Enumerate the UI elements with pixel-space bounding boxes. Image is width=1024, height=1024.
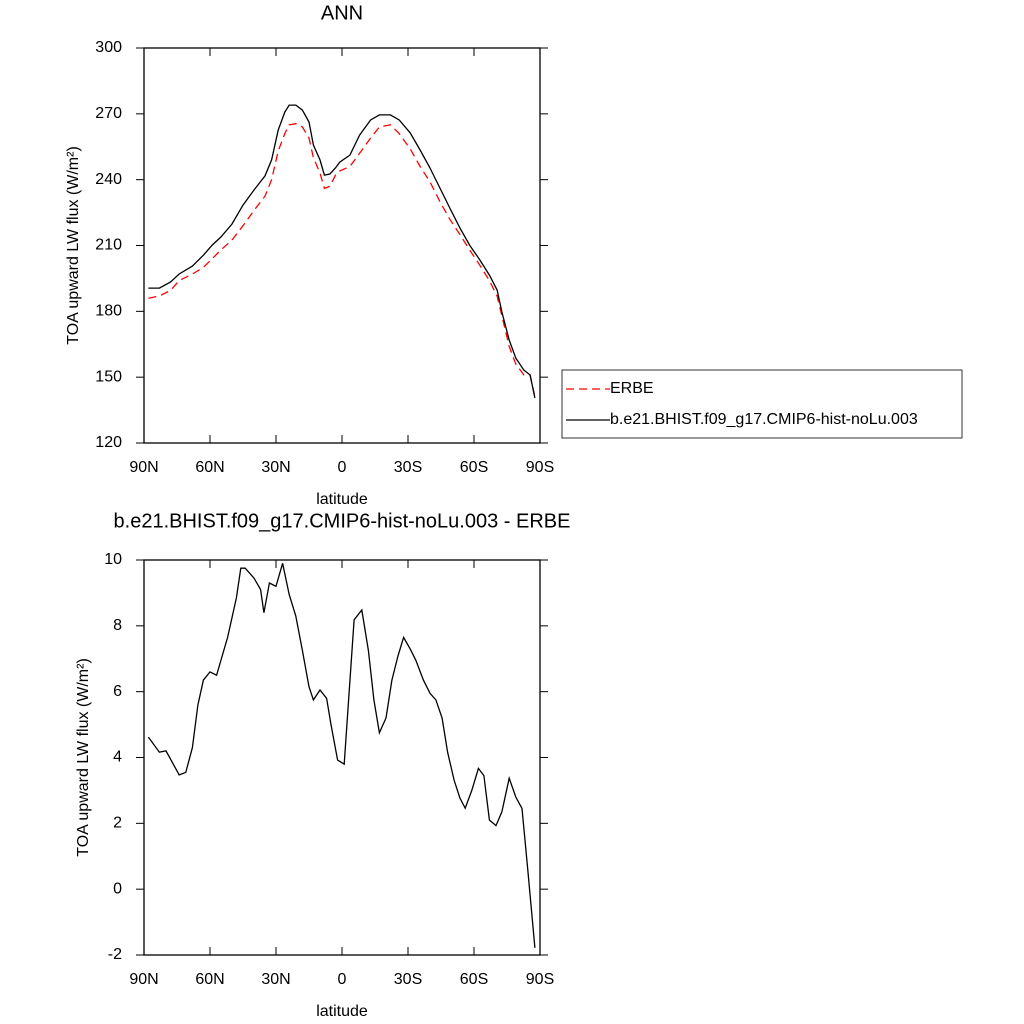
x-tick-label: 30N	[261, 459, 290, 476]
y-tick-label: 150	[95, 368, 122, 385]
legend-box	[561, 369, 963, 439]
plot-frame	[143, 47, 541, 444]
x-tick-label: 60S	[460, 459, 488, 476]
y-tick-label: 120	[95, 434, 122, 451]
y-tick-label: 210	[95, 237, 122, 254]
x-tick-label: 30S	[394, 971, 422, 988]
y-tick-label: 10	[104, 551, 122, 568]
y-tick-label: 4	[113, 749, 122, 766]
x-tick-label: 30S	[394, 459, 422, 476]
y-tick-label: -2	[108, 946, 122, 963]
y-axis-label: TOA upward LW flux (W/m²)	[75, 658, 92, 857]
data-line	[148, 104, 536, 399]
x-tick-label: 90N	[129, 971, 158, 988]
x-tick-label: 60S	[460, 971, 488, 988]
x-tick-label: 90S	[526, 971, 554, 988]
y-tick-label: 0	[113, 880, 122, 897]
plot-frame	[143, 559, 541, 956]
legend-label: ERBE	[610, 380, 654, 397]
y-tick-label: 8	[113, 617, 122, 634]
x-tick-label: 0	[338, 459, 347, 476]
x-tick-label: 60N	[195, 971, 224, 988]
y-tick-label: 6	[113, 683, 122, 700]
x-tick-label: 0	[338, 971, 347, 988]
chart-title: b.e21.BHIST.f09_g17.CMIP6-hist-noLu.003 …	[114, 510, 571, 532]
data-line	[147, 563, 536, 948]
y-tick-label: 240	[95, 171, 122, 188]
y-tick-label: 270	[95, 105, 122, 122]
chart-title: ANN	[321, 2, 363, 24]
x-axis-label: latitude	[316, 491, 368, 508]
y-axis-label: TOA upward LW flux (W/m²)	[65, 146, 82, 345]
legend-label: b.e21.BHIST.f09_g17.CMIP6-hist-noLu.003	[610, 411, 918, 428]
x-tick-label: 90N	[129, 459, 158, 476]
y-tick-label: 2	[113, 815, 122, 832]
y-tick-label: 300	[95, 39, 122, 56]
data-line	[148, 123, 536, 398]
x-axis-label: latitude	[316, 1003, 368, 1020]
y-tick-label: 180	[95, 303, 122, 320]
x-tick-label: 90S	[526, 459, 554, 476]
x-tick-label: 60N	[195, 459, 224, 476]
x-tick-label: 30N	[261, 971, 290, 988]
